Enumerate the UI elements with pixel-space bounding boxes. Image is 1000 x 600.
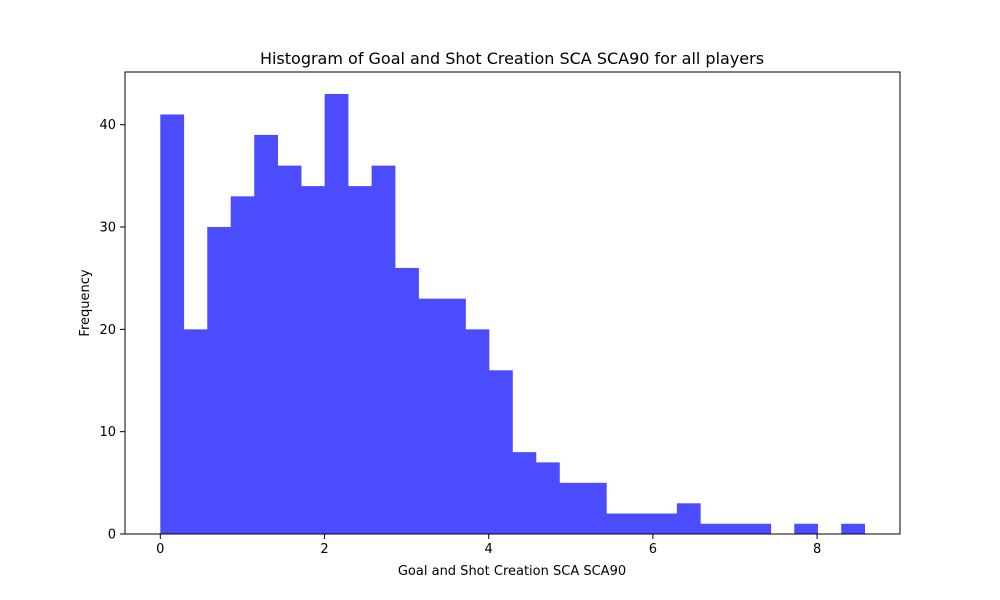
histogram-bar-18: [582, 482, 607, 534]
x-tick-label: 2: [320, 542, 328, 557]
plot-frame: [124, 71, 901, 535]
histogram-bar-13: [465, 329, 490, 534]
histogram-bar-29: [841, 523, 865, 534]
histogram-bar-4: [254, 134, 279, 534]
histogram-bar-25: [747, 523, 772, 534]
histogram-bar-19: [606, 513, 631, 534]
histogram-bar-16: [535, 462, 560, 534]
y-tick-label: 30: [99, 221, 116, 236]
histogram-bar-15: [512, 452, 537, 534]
histogram-bar-6: [301, 186, 325, 534]
y-tick-label: 10: [99, 425, 116, 440]
histogram-bar-20: [629, 513, 654, 534]
histogram-bar-10: [395, 267, 419, 534]
histogram-bar-27: [794, 523, 819, 534]
y-axis-ticks: 0 10 20 30 40: [99, 118, 125, 543]
histogram-bar-22: [676, 503, 701, 534]
histogram-bar-24: [723, 523, 748, 534]
histogram-bar-9: [371, 165, 396, 534]
y-axis-label: Frequency: [78, 269, 93, 336]
x-tick-label: 8: [813, 542, 821, 557]
y-tick-label: 20: [99, 323, 116, 338]
histogram-bar-7: [324, 94, 349, 534]
histogram-bar-1: [183, 329, 208, 534]
histogram-bar-8: [348, 186, 372, 534]
histogram-bar-5: [277, 165, 302, 534]
histogram-bar-21: [653, 513, 678, 534]
histogram-bar-17: [559, 482, 584, 534]
histogram-bar-14: [489, 370, 513, 534]
x-axis-label: Goal and Shot Creation SCA SCA90: [398, 564, 626, 579]
histogram-bar-12: [442, 298, 466, 534]
x-tick-label: 4: [485, 542, 493, 557]
histogram-bar-0: [160, 114, 185, 534]
y-tick-label: 0: [108, 528, 116, 543]
chart-title: Histogram of Goal and Shot Creation SCA …: [260, 49, 764, 68]
x-tick-label: 0: [156, 542, 164, 557]
histogram-bar-11: [418, 298, 443, 534]
histogram-bar-23: [700, 523, 725, 534]
y-tick-label: 40: [99, 118, 116, 133]
x-axis-ticks: 0 2 4 6 8: [156, 534, 821, 557]
x-tick-label: 6: [649, 542, 657, 557]
histogram-bar-3: [230, 196, 255, 535]
bars-group: [160, 94, 865, 535]
histogram-bar-2: [207, 227, 232, 534]
